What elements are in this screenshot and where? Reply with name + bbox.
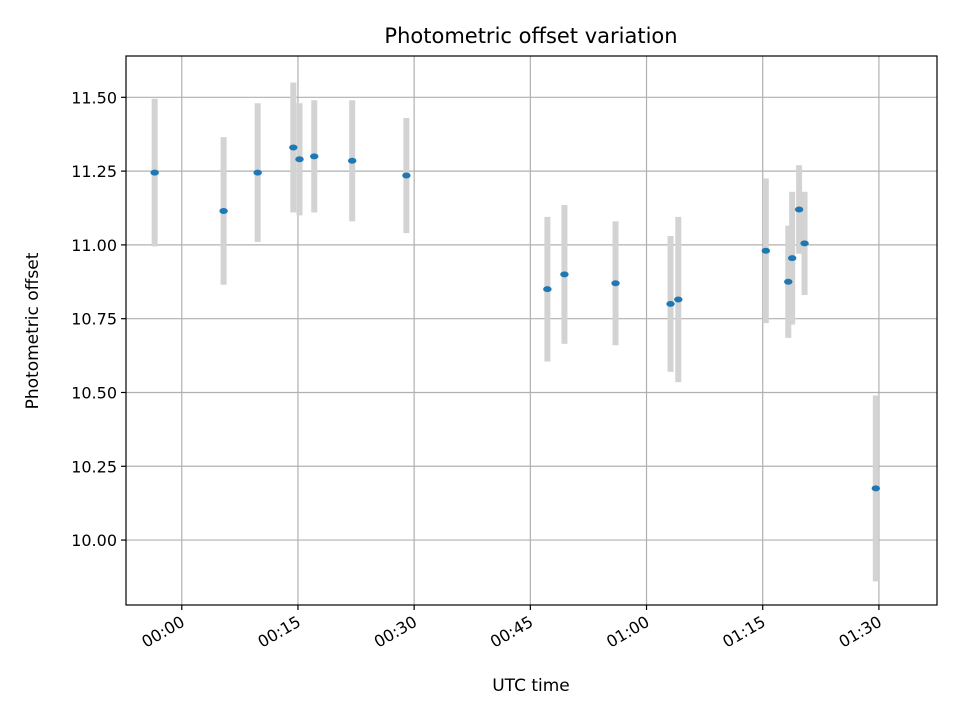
y-tick-label: 11.25 <box>71 162 117 181</box>
data-point <box>871 485 881 492</box>
data-point <box>253 169 262 176</box>
chart-title: Photometric offset variation <box>384 24 677 48</box>
data-point <box>794 206 804 213</box>
data-point <box>402 172 411 179</box>
y-tick-label: 11.50 <box>71 88 117 107</box>
data-point <box>666 300 675 307</box>
y-tick-label: 10.25 <box>71 457 117 476</box>
data-point <box>611 280 620 287</box>
plot-frame <box>125 55 938 606</box>
data-point <box>674 296 683 303</box>
data-point <box>761 247 771 254</box>
y-axis-ticks: 10.00 10.25 10.50 10.75 11.00 11.25 11.50 <box>71 88 126 550</box>
y-tick-label: 10.50 <box>71 383 117 402</box>
data-point <box>295 156 304 163</box>
data-point <box>560 271 569 278</box>
data-point <box>347 157 357 164</box>
x-axis-label: UTC time <box>492 676 570 696</box>
data-points <box>150 144 881 492</box>
data-point <box>219 207 228 214</box>
y-axis-label: Photometric offset <box>23 252 43 409</box>
data-point <box>787 255 797 262</box>
y-tick-label: 11.00 <box>71 236 117 255</box>
data-point <box>310 153 319 160</box>
data-point <box>289 144 298 151</box>
data-point <box>543 286 552 293</box>
y-tick-label: 10.00 <box>71 531 117 550</box>
data-point <box>800 240 809 247</box>
y-tick-label: 10.75 <box>71 310 117 329</box>
data-point <box>784 278 793 285</box>
data-point <box>150 169 159 176</box>
